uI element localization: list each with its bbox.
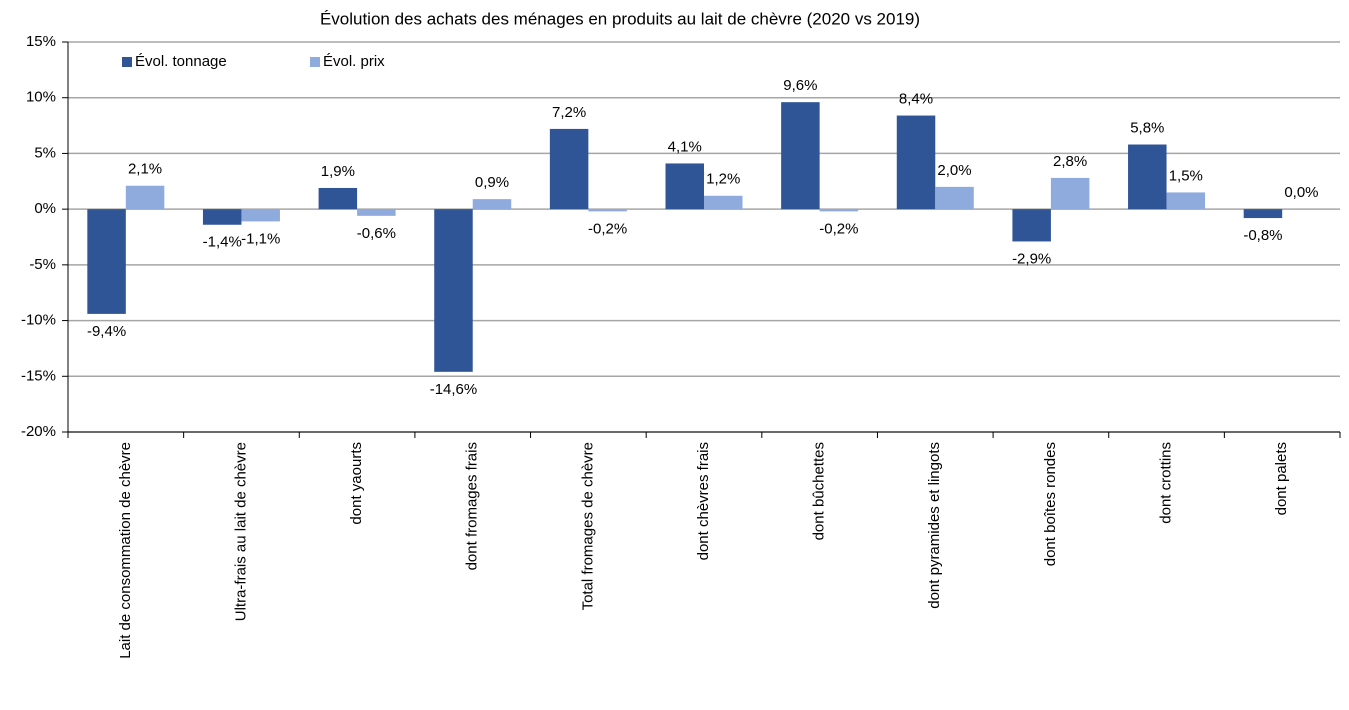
legend-label: Évol. tonnage xyxy=(135,53,227,70)
value-label: 1,2% xyxy=(706,171,740,188)
x-tick-label: Lait de consommation de chèvre xyxy=(117,442,134,659)
value-label: 8,4% xyxy=(899,91,933,108)
x-tick-label: dont fromages frais xyxy=(464,442,481,570)
legend-label: Évol. prix xyxy=(323,53,385,70)
x-tick-label: dont yaourts xyxy=(348,442,365,525)
bar xyxy=(126,186,164,209)
value-label: -1,1% xyxy=(241,230,280,247)
bar xyxy=(550,129,589,209)
bar xyxy=(1167,192,1206,209)
bar xyxy=(87,209,126,314)
value-label: -0,6% xyxy=(357,225,396,242)
bar xyxy=(1051,178,1090,209)
bar xyxy=(241,209,279,221)
x-tick-label: Total fromages de chèvre xyxy=(579,442,596,610)
y-tick-label: 5% xyxy=(34,144,56,161)
value-label: 7,2% xyxy=(552,104,586,121)
value-label: 2,1% xyxy=(128,161,162,178)
value-label: -9,4% xyxy=(87,323,126,340)
value-label: -1,4% xyxy=(203,234,242,251)
value-label: 0,0% xyxy=(1284,184,1318,201)
bar xyxy=(781,102,820,209)
value-label: 9,6% xyxy=(783,77,817,94)
bar xyxy=(666,163,705,209)
x-tick-label: dont bûchettes xyxy=(811,442,828,540)
bar xyxy=(473,199,512,209)
value-label: 2,8% xyxy=(1053,153,1087,170)
value-label: -2,9% xyxy=(1012,250,1051,267)
value-label: -0,8% xyxy=(1243,227,1282,244)
bar xyxy=(434,209,473,372)
bar xyxy=(935,187,974,209)
y-tick-label: -5% xyxy=(29,256,56,273)
value-label: 1,5% xyxy=(1169,167,1203,184)
chart-title: Évolution des achats des ménages en prod… xyxy=(320,9,920,28)
y-tick-label: -20% xyxy=(21,423,56,440)
bar xyxy=(704,196,743,209)
bar xyxy=(1012,209,1051,241)
value-label: 2,0% xyxy=(937,162,971,179)
bar xyxy=(1128,145,1167,210)
value-label: 1,9% xyxy=(321,163,355,180)
value-label: 0,9% xyxy=(475,174,509,191)
value-label: 4,1% xyxy=(668,138,702,155)
x-tick-label: dont pyramides et lingots xyxy=(926,442,943,609)
bar xyxy=(1244,209,1283,218)
y-tick-label: -15% xyxy=(21,367,56,384)
x-tick-label: dont boîtes rondes xyxy=(1042,442,1059,566)
bar xyxy=(588,209,627,211)
y-tick-label: 15% xyxy=(26,33,56,50)
bar xyxy=(357,209,396,216)
value-label: -0,2% xyxy=(819,220,858,237)
bar xyxy=(203,209,242,225)
legend-swatch xyxy=(310,57,320,67)
x-tick-label: Ultra-frais au lait de chèvre xyxy=(232,442,249,621)
bar xyxy=(897,116,936,210)
bar xyxy=(319,188,358,209)
value-label: 5,8% xyxy=(1130,119,1164,136)
x-tick-label: dont crottins xyxy=(1158,442,1175,524)
y-tick-label: 0% xyxy=(34,200,56,217)
bar xyxy=(820,209,859,211)
value-label: -0,2% xyxy=(588,220,627,237)
x-tick-label: dont palets xyxy=(1273,442,1290,515)
value-label: -14,6% xyxy=(430,381,478,398)
y-tick-label: -10% xyxy=(21,312,56,329)
y-tick-label: 10% xyxy=(26,89,56,106)
x-tick-label: dont chèvres frais xyxy=(695,442,712,560)
legend-swatch xyxy=(122,57,132,67)
